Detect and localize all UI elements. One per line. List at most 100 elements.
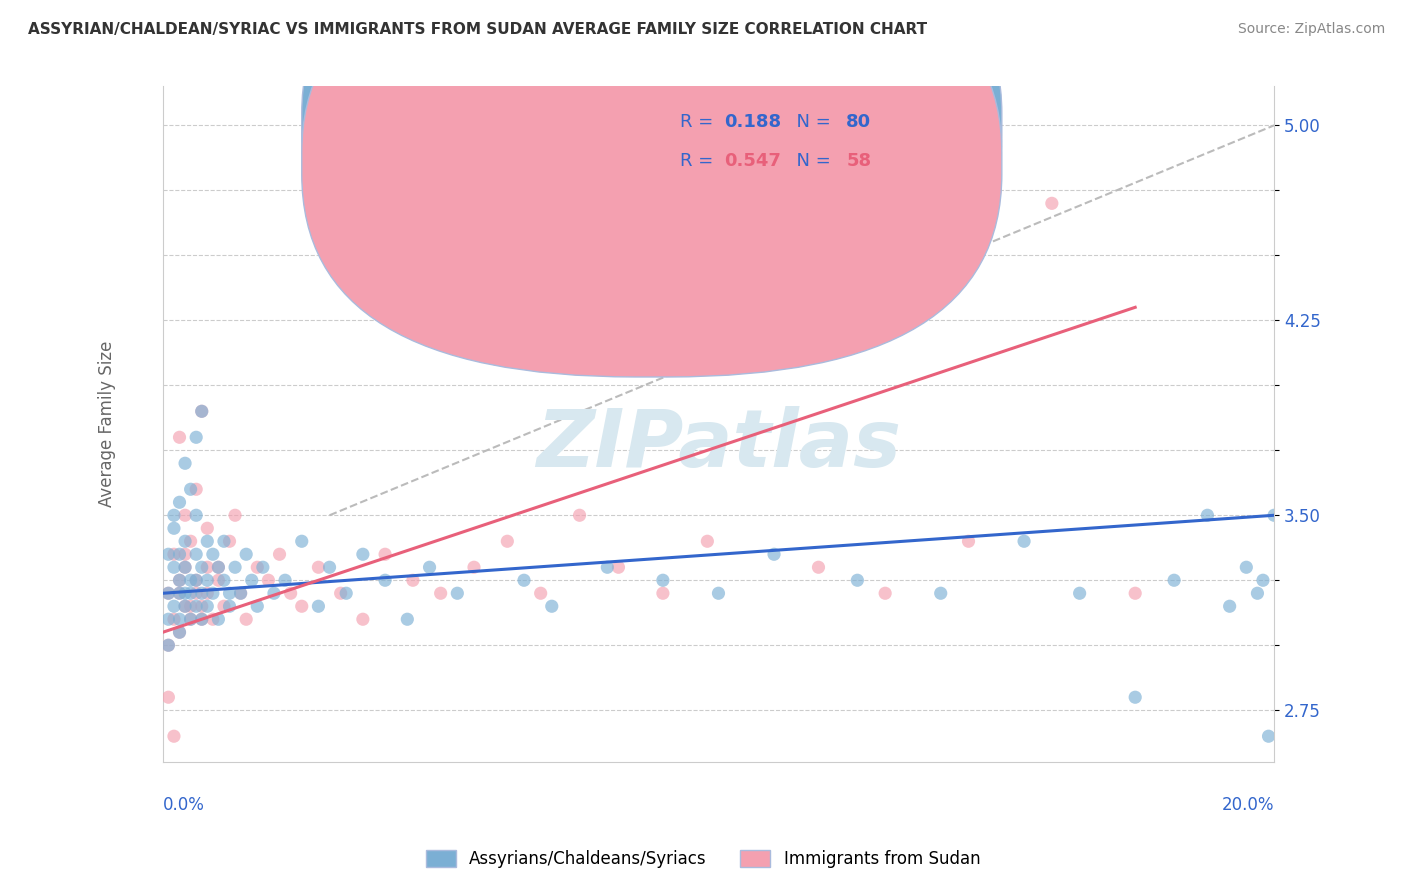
- Point: [180, 599, 202, 614]
- Point: [169, 495, 191, 509]
- Point: [186, 574, 208, 588]
- Point: [180, 534, 202, 549]
- Point: [1069, 586, 1091, 600]
- Point: [513, 574, 536, 588]
- Point: [252, 560, 274, 574]
- Point: [307, 599, 329, 614]
- Point: [229, 586, 252, 600]
- Point: [186, 483, 208, 497]
- Point: [446, 586, 468, 600]
- Point: [186, 599, 208, 614]
- Point: [201, 612, 224, 626]
- Point: [195, 599, 218, 614]
- Point: [1040, 196, 1063, 211]
- Point: [875, 586, 897, 600]
- Point: [224, 508, 246, 523]
- Point: [169, 625, 191, 640]
- Point: [318, 560, 340, 574]
- Point: [240, 574, 263, 588]
- Point: [157, 638, 180, 652]
- Point: [195, 521, 218, 535]
- Point: [1219, 599, 1241, 614]
- Text: N =: N =: [785, 152, 837, 169]
- Text: 80: 80: [846, 112, 872, 130]
- Point: [186, 574, 208, 588]
- Point: [274, 574, 297, 588]
- Point: [163, 521, 186, 535]
- Point: [218, 599, 240, 614]
- Point: [291, 534, 314, 549]
- Text: 0.0%: 0.0%: [163, 796, 205, 814]
- Point: [1263, 508, 1285, 523]
- Point: [169, 547, 191, 561]
- Point: [190, 599, 212, 614]
- Point: [1251, 574, 1274, 588]
- Point: [163, 508, 186, 523]
- Point: [1246, 586, 1268, 600]
- Point: [651, 586, 673, 600]
- Point: [329, 586, 352, 600]
- Point: [169, 612, 191, 626]
- Point: [190, 612, 212, 626]
- Point: [174, 599, 197, 614]
- Point: [195, 574, 218, 588]
- Point: [195, 586, 218, 600]
- FancyBboxPatch shape: [302, 0, 1002, 338]
- Text: ZIPatlas: ZIPatlas: [536, 406, 901, 483]
- Point: [224, 560, 246, 574]
- Point: [429, 586, 451, 600]
- Point: [163, 599, 186, 614]
- Point: [186, 547, 208, 561]
- Point: [169, 625, 191, 640]
- Point: [157, 638, 180, 652]
- Legend: Assyrians/Chaldeans/Syriacs, Immigrants from Sudan: Assyrians/Chaldeans/Syriacs, Immigrants …: [419, 843, 987, 875]
- Point: [396, 612, 419, 626]
- Point: [246, 599, 269, 614]
- Point: [157, 690, 180, 705]
- Text: R =: R =: [679, 112, 718, 130]
- Point: [1012, 534, 1035, 549]
- Point: [752, 301, 775, 315]
- Point: [280, 586, 302, 600]
- Point: [1123, 586, 1146, 600]
- Point: [374, 547, 396, 561]
- Point: [218, 534, 240, 549]
- Point: [235, 612, 257, 626]
- Point: [463, 560, 485, 574]
- Point: [201, 586, 224, 600]
- Point: [957, 534, 980, 549]
- Point: [169, 574, 191, 588]
- Point: [174, 560, 197, 574]
- Point: [174, 599, 197, 614]
- Point: [201, 547, 224, 561]
- Point: [496, 534, 519, 549]
- Point: [1257, 729, 1279, 743]
- Point: [352, 612, 374, 626]
- Point: [291, 599, 314, 614]
- Point: [190, 404, 212, 418]
- Point: [163, 547, 186, 561]
- Point: [174, 456, 197, 470]
- Point: [696, 534, 718, 549]
- Point: [540, 599, 562, 614]
- Point: [186, 586, 208, 600]
- Point: [607, 560, 630, 574]
- Point: [174, 560, 197, 574]
- Point: [352, 547, 374, 561]
- Point: [212, 574, 235, 588]
- Point: [169, 430, 191, 444]
- Point: [269, 547, 291, 561]
- Point: [218, 586, 240, 600]
- Point: [374, 574, 396, 588]
- Point: [530, 586, 553, 600]
- Point: [186, 430, 208, 444]
- Text: Average Family Size: Average Family Size: [98, 341, 117, 508]
- Point: [157, 586, 180, 600]
- Text: 0.188: 0.188: [724, 112, 782, 130]
- Point: [190, 612, 212, 626]
- Point: [157, 612, 180, 626]
- Point: [163, 612, 186, 626]
- Text: R =: R =: [679, 152, 718, 169]
- Text: 58: 58: [846, 152, 872, 169]
- Point: [180, 586, 202, 600]
